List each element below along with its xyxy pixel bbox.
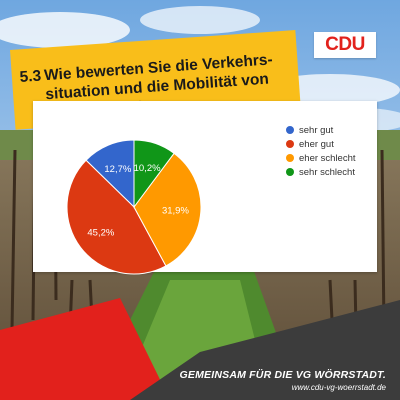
pie-label-eher-gut: 45,2% [87,228,114,239]
legend-item-eher-gut: eher gut [286,137,356,151]
pie-label-eher-schlecht: 31,9% [162,205,189,216]
legend-swatch [286,140,294,148]
legend-swatch [286,168,294,176]
pie-label-sehr-schlecht: 10,2% [134,163,161,174]
legend-label: eher schlecht [299,152,356,164]
legend-item-sehr-schlecht: sehr schlecht [286,165,356,179]
logo-text: CDU [325,34,365,55]
pie-slice-eher-gut [66,159,167,275]
legend-label: eher gut [299,138,334,150]
footer-slogan: GEMEINSAM FÜR DIE VG WÖRRSTADT. [179,369,386,381]
legend-swatch [286,126,294,134]
legend-item-sehr-gut: sehr gut [286,123,356,137]
legend-label: sehr schlecht [299,166,355,178]
pie-slice-eher-schlecht [133,152,202,267]
footer-url[interactable]: www.cdu-vg-woerrstadt.de [291,383,386,392]
legend-item-eher-schlecht: eher schlecht [286,151,356,165]
pie-label-sehr-gut: 12,7% [104,164,131,175]
legend-swatch [286,154,294,162]
pie-slice-sehr-schlecht [133,139,175,209]
chart-legend: sehr gut eher gut eher schlecht sehr schlec… [286,123,356,179]
legend-label: sehr gut [299,124,334,136]
cdu-logo: CDU [314,32,376,58]
